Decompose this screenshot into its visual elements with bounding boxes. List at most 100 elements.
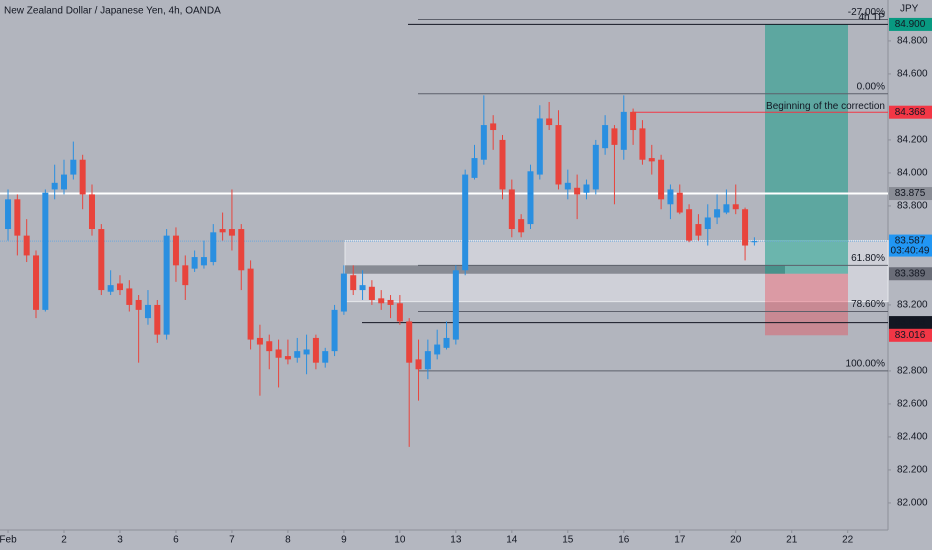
candle-body (350, 275, 357, 291)
x-tick-label: 14 (506, 535, 518, 546)
candle-body (340, 273, 347, 312)
candle-body (742, 209, 749, 246)
y-tick-label: 82.200 (897, 465, 928, 476)
candle-body (518, 219, 525, 233)
candle-body (42, 192, 49, 310)
candle-body (564, 182, 571, 190)
fib-label: -27.00% (848, 7, 885, 18)
candle-body (303, 349, 310, 355)
candle-body (210, 232, 217, 263)
candle-body (667, 189, 674, 205)
candle-body (462, 174, 469, 271)
candle-body (424, 351, 431, 370)
candle-body (592, 144, 599, 190)
candle-body (676, 192, 683, 213)
candle-body (620, 111, 627, 150)
candle-body (648, 158, 655, 162)
candle-body (471, 158, 478, 178)
candle-body (107, 285, 114, 292)
candle-body (51, 182, 58, 190)
candle-body (294, 351, 301, 358)
price-label-box (889, 234, 932, 257)
price-label: 83.016 (895, 330, 926, 341)
candle-body (200, 257, 207, 266)
fib-label: 61.80% (851, 253, 885, 264)
x-tick-label: 15 (562, 535, 574, 546)
candle-body (368, 286, 375, 300)
level-note: Beginning of the correction (766, 101, 885, 112)
candle-body (658, 159, 665, 200)
y-tick-label: 82.800 (897, 366, 928, 377)
price-label: 84.900 (895, 19, 926, 30)
candle-body (536, 118, 543, 175)
candle-body (191, 257, 198, 269)
candle-body (406, 321, 413, 363)
chart-title: New Zealand Dollar / Japanese Yen, 4h, O… (4, 6, 221, 17)
candle-body (704, 217, 711, 230)
candle-body (602, 125, 609, 149)
candle-body (61, 174, 68, 190)
price-label-box (889, 187, 932, 201)
fib-label: 78.60% (851, 299, 885, 310)
x-tick-label: 16 (618, 535, 630, 546)
price-label: 84.368 (895, 107, 926, 118)
price-label: 83.587 (895, 236, 926, 247)
price-label: 83.389 (895, 268, 926, 279)
candle-body (163, 235, 170, 335)
candle-body (723, 204, 730, 213)
x-tick-label: 10 (394, 535, 406, 546)
entry-band (345, 265, 785, 274)
candle-body (275, 349, 282, 358)
candle-body (228, 229, 235, 236)
candle-body (23, 235, 30, 256)
candle-body (583, 184, 590, 193)
candle-body (88, 194, 95, 230)
candle-body (396, 303, 403, 322)
x-tick-label: 9 (341, 535, 347, 546)
candle-body (33, 255, 40, 310)
take-profit-area (765, 24, 848, 274)
candle-body (70, 159, 77, 175)
candle-body (555, 125, 562, 185)
candle-body (154, 304, 161, 335)
x-tick-label: 7 (229, 535, 235, 546)
candle-body (508, 189, 515, 230)
candle-body (256, 337, 263, 345)
candle-body (452, 270, 459, 340)
price-label-box (889, 328, 932, 342)
candle-body (387, 299, 394, 305)
x-tick-label: 6 (173, 535, 179, 546)
candle-body (686, 209, 693, 241)
y-tick-label: 84.200 (897, 135, 928, 146)
candle-body (480, 125, 487, 160)
price-label: 83.093 (895, 317, 926, 328)
candle-body (630, 111, 637, 131)
x-tick-label: 22 (842, 535, 854, 546)
candle-body (574, 187, 581, 195)
candle-body (639, 128, 646, 160)
x-tick-label: 21 (786, 535, 798, 546)
price-label: 83.875 (895, 188, 926, 199)
candle-body (126, 288, 133, 305)
candle-body (490, 123, 497, 131)
y-tick-label: 84.600 (897, 69, 928, 80)
candle-body (695, 224, 702, 236)
x-tick-label: 3 (117, 535, 123, 546)
y-tick-label: 84.800 (897, 36, 928, 47)
candle-body (434, 344, 441, 355)
y-tick-label: 84.000 (897, 168, 928, 179)
stop-loss-area (765, 273, 848, 336)
candle-body (144, 304, 151, 319)
candle-body (14, 199, 21, 236)
candle-body (266, 341, 273, 352)
y-tick-label: 83.800 (897, 201, 928, 212)
candle-body (98, 229, 105, 291)
candle-body (527, 171, 534, 225)
y-tick-label: 83.200 (897, 300, 928, 311)
level-note: 4h TP (859, 12, 886, 23)
price-label-box (889, 316, 932, 330)
x-tick-label: 17 (674, 535, 686, 546)
time-axis (0, 530, 888, 550)
